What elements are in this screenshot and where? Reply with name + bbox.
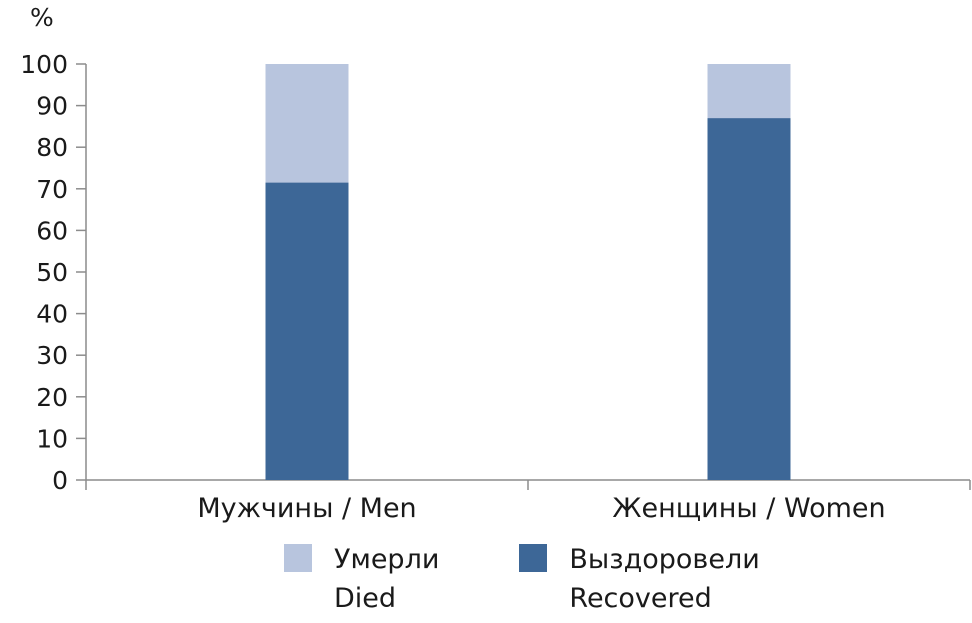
legend-label-died: Умерли Died: [334, 540, 439, 618]
y-tick-label: 70: [36, 175, 68, 204]
bar-segment-recovered: [265, 182, 349, 480]
legend-item-died: Умерли Died: [284, 540, 439, 618]
y-tick-label: 20: [36, 383, 68, 412]
y-axis: 0 10 20 30 40 50 60 70 80 90 100: [20, 50, 87, 495]
bar-segment-died: [265, 64, 349, 183]
legend-swatch-recovered: [519, 544, 548, 572]
legend-item-recovered: Выздоровели Recovered: [519, 540, 760, 618]
legend-label-recovered: Выздоровели Recovered: [569, 540, 759, 618]
y-tick-label: 40: [36, 300, 68, 329]
x-category-label: Мужчины / Men: [197, 493, 416, 524]
y-tick-label: 50: [36, 258, 68, 287]
legend-label-died-en: Died: [334, 583, 397, 614]
legend-label-recovered-ru: Выздоровели: [569, 544, 760, 575]
y-unit-label: %: [30, 3, 54, 32]
y-tick-label: 10: [36, 424, 68, 453]
x-category-label: Женщины / Women: [612, 493, 885, 524]
bar-segment-recovered: [707, 118, 791, 480]
legend-label-died-ru: Умерли: [334, 544, 440, 575]
y-tick-label: 90: [36, 92, 68, 121]
y-tick-label: 30: [36, 341, 68, 370]
y-tick-label: 0: [52, 466, 68, 495]
bars: [265, 64, 791, 480]
bar-segment-died: [707, 64, 791, 119]
x-axis: Мужчины / Men Женщины / Women: [85, 479, 971, 524]
legend: Умерли Died Выздоровели Recovered: [284, 540, 760, 618]
legend-swatch-died: [284, 544, 312, 572]
y-tick-label: 60: [36, 216, 68, 245]
y-tick-label: 100: [20, 50, 68, 79]
y-tick-label: 80: [36, 133, 68, 162]
legend-label-recovered-en: Recovered: [569, 583, 712, 614]
